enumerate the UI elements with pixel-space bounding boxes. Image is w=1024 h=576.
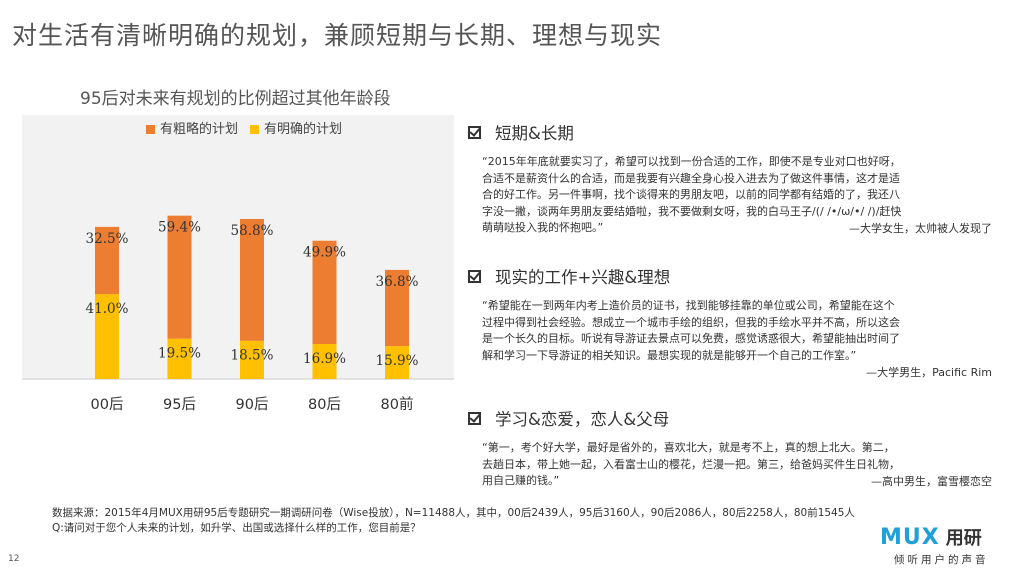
quote-line: 用自己赚的钱。” — [482, 474, 560, 487]
checkbox-icon — [468, 125, 481, 139]
chart-legend: 有粗略的计划 有明确的计划 — [146, 118, 342, 137]
data-label: 19.5% — [158, 346, 201, 362]
section-short-long: 短期&长期 “2015年年底就要实习了，希望可以找到一份合适的工作，即使不是专业… — [468, 120, 998, 236]
bar-clear-4 — [385, 346, 409, 379]
category-label: 95后 — [163, 396, 196, 413]
bar-rough-2 — [240, 218, 264, 341]
quote-line: “2015年年底就要实习了，希望可以找到一份合适的工作，即使不是专业对口也好呀， — [482, 155, 901, 168]
quote-line: “第一，考个好大学，最好是省外的，喜欢北大，就是考不上，真的想上北大。第二， — [482, 441, 895, 454]
bar-rough-3 — [312, 240, 337, 345]
category-label: 90后 — [236, 396, 269, 413]
data-label: 15.9% — [376, 353, 419, 369]
data-label: 59.4% — [158, 220, 201, 236]
quote-signature: —高中男生，富雪樱恋空 — [871, 475, 992, 488]
data-label: 41.0% — [86, 301, 129, 317]
data-label: 18.5% — [231, 348, 274, 364]
data-label: 32.5% — [86, 231, 129, 247]
category-label: 80前 — [381, 396, 414, 413]
quote-line: 解和学习一下导游证的相关知识。最想实现的就是能够开一个自己的工作室。” — [482, 348, 857, 362]
data-label: 49.9% — [303, 245, 346, 261]
data-label: 36.8% — [376, 274, 419, 290]
quote-line: 是一个长久的目标。听说有导游证去景点可以免费，感觉诱惑很大，希望能抽出时间了 — [482, 332, 900, 345]
legend-label-rough: 有粗略的计划 — [160, 122, 239, 137]
data-source: 数据来源：2015年4月MUX用研95后专题研究一期调研问卷（Wise投放），N… — [52, 507, 855, 519]
quote-line: 萌萌哒投入我的怀抱吧。” — [482, 221, 604, 234]
section-quote: “第一，考个好大学，最好是省外的，喜欢北大，就是考不上，真的想上北大。第二， 去… — [482, 440, 982, 490]
section-heading: 现实的工作+兴趣&理想 — [495, 268, 671, 287]
quote-line: 过程中得到社会经验。想成立一个城市手绘的组织，但我的手绘水平并不高，所以这会 — [482, 315, 900, 329]
legend-item-rough: 有粗略的计划 — [146, 118, 238, 137]
section-study-love: 学习&恋爱，恋人&父母 “第一，考个好大学，最好是省外的，喜欢北大，就是考不上，… — [468, 406, 998, 489]
data-label: 16.9% — [303, 351, 346, 367]
quote-line: “希望能在一到两年内考上造价员的证书，找到能够挂靠的单位或公司，希望能在这个 — [482, 299, 895, 312]
survey-question: Q:请问对于您个人未来的计划，如升学、出国或选择什么样的工作，您目前是？ — [52, 522, 421, 534]
bar-rough-4 — [385, 269, 409, 347]
section-work-interest: 现实的工作+兴趣&理想 “希望能在一到两年内考上造价员的证书，找到能够挂靠的单位… — [468, 264, 998, 380]
bar-clear-2 — [240, 340, 264, 379]
page-number: 12 — [8, 554, 20, 564]
quote-line: 去趟日本，带上她一起，入看富士山的樱花，烂漫一把。第三，给爸妈买件生日礼物， — [482, 457, 900, 471]
chart-background — [22, 115, 454, 379]
quote-line: 合适不是薪资什么的合适，而是我要有兴趣全身心投入进去为了做这件事情，这才是适 — [482, 171, 900, 185]
logo-mark: MUX — [880, 524, 940, 550]
section-heading: 学习&恋爱，恋人&父母 — [495, 410, 670, 429]
quote-line: 合的好工作。另一件事啊，找个谈得来的男朋友吧，以前的同学都有结婚的了，我还八 — [482, 188, 900, 201]
category-label: 80后 — [308, 396, 341, 413]
bar-clear-3 — [312, 344, 337, 379]
section-quote: “希望能在一到两年内考上造价员的证书，找到能够挂靠的单位或公司，希望能在这个 过… — [482, 298, 982, 381]
checkbox-icon — [468, 411, 481, 425]
footer-notes: 数据来源：2015年4月MUX用研95后专题研究一期调研问卷（Wise投放），N… — [52, 506, 855, 536]
quote-signature: —大学女生，太帅被人发现了 — [849, 222, 992, 235]
quote-signature: —大学男生，Pacific Rim — [866, 366, 992, 379]
brand-logo: MUX 用研 倾听用户的声音 — [880, 524, 1010, 567]
checkbox-icon — [468, 269, 481, 283]
section-heading: 短期&长期 — [495, 124, 574, 143]
bar-clear-1 — [167, 338, 192, 379]
quote-line: 字没一撇，谈两年男朋友要结婚啦，我不要做剩女呀，我的白马王子/(/ /•/ω/•… — [482, 204, 902, 218]
section-quote: “2015年年底就要实习了，希望可以找到一份合适的工作，即使不是专业对口也好呀，… — [482, 154, 982, 237]
bar-clear-0 — [95, 294, 119, 379]
page-title: 对生活有清晰明确的规划，兼顾短期与长期、理想与现实 — [12, 21, 663, 50]
chart-title: 95后对未来有规划的比例超过其他年龄段 — [80, 89, 391, 109]
bar-rough-0 — [95, 226, 119, 295]
category-label: 00后 — [91, 396, 124, 413]
legend-label-clear: 有明确的计划 — [264, 122, 343, 137]
bar-rough-1 — [167, 215, 192, 339]
logo-name: 用研 — [945, 528, 982, 549]
data-label: 58.8% — [231, 223, 274, 239]
logo-slogan: 倾听用户的声音 — [894, 554, 989, 566]
legend-item-clear: 有明确的计划 — [250, 118, 342, 137]
stacked-bar-chart: 41.0% 32.5% 00后 19.5% 59.4% 95后 18.5% 58.8% 90后 1… — [22, 215, 454, 413]
